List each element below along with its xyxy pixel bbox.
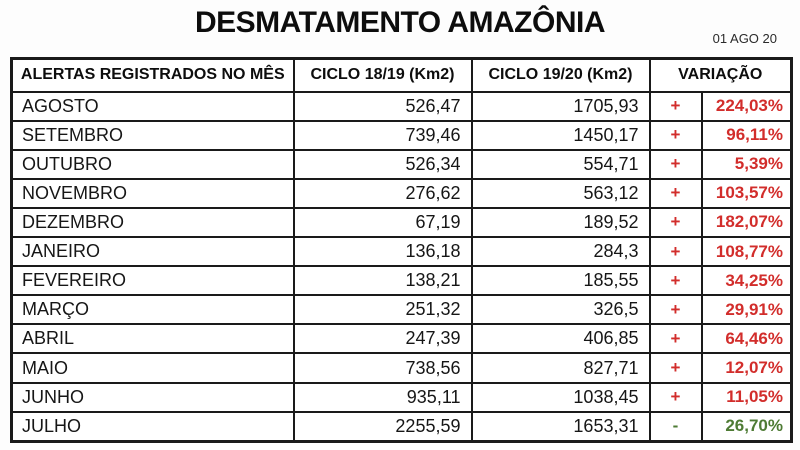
variation-percent-cell: 11,05% [700,381,793,413]
variation-sign-cell: + [648,265,703,297]
cycle-18-19-value-cell: 526,47 [292,90,473,122]
table-body: AGOSTO 526,47 1705,93 + 224,03% SETEMBRO… [10,90,793,443]
month-cell: SETEMBRO [10,119,295,151]
month-cell: AGOSTO [10,90,295,122]
table-row: JANEIRO 136,18 284,3 + 108,77% [10,236,793,268]
month-cell: MAIO [10,352,295,384]
date-label: 01 AGO 20 [712,31,777,46]
variation-sign-cell: + [648,206,703,239]
cycle-19-20-value-cell: 554,71 [470,148,651,180]
cycle-19-20-value-cell: 1653,31 [470,410,651,443]
page-title: DESMATAMENTO AMAZÔNIA [194,6,606,39]
header-cycle-18-19: CICLO 18/19 (Km2) [292,57,473,93]
variation-percent-cell: 34,25% [700,265,793,297]
table-row: JULHO 2255,59 1653,31 - 26,70% [10,410,793,443]
cycle-18-19-value-cell: 251,32 [292,294,473,326]
variation-percent-cell: 182,07% [700,206,793,239]
cycle-19-20-value-cell: 326,5 [470,294,651,326]
cycle-19-20-value-cell: 827,71 [470,352,651,384]
variation-percent-cell: 64,46% [700,323,793,355]
variation-sign-cell: + [648,236,703,268]
cycle-19-20-value-cell: 189,52 [470,206,651,239]
cycle-18-19-value-cell: 2255,59 [292,410,473,443]
variation-sign-cell: + [648,90,703,122]
cycle-18-19-value-cell: 136,18 [292,236,473,268]
variation-percent-cell: 5,39% [700,148,793,180]
cycle-19-20-value-cell: 1705,93 [470,90,651,122]
table-row: OUTUBRO 526,34 554,71 + 5,39% [10,148,793,180]
table-row: MARÇO 251,32 326,5 + 29,91% [10,294,793,326]
header-alerts-month: ALERTAS REGISTRADOS NO MÊS [10,57,295,93]
variation-sign-cell: + [648,148,703,180]
cycle-18-19-value-cell: 526,34 [292,148,473,180]
variation-sign-cell: + [648,323,703,355]
header-row: ALERTAS REGISTRADOS NO MÊS CICLO 18/19 (… [10,57,793,93]
cycle-19-20-value-cell: 185,55 [470,265,651,297]
table-row: JUNHO 935,11 1038,45 + 11,05% [10,381,793,413]
month-cell: OUTUBRO [10,148,295,180]
variation-percent-cell: 12,07% [700,352,793,384]
cycle-19-20-value-cell: 1038,45 [470,381,651,413]
cycle-19-20-value-cell: 284,3 [470,236,651,268]
deforestation-table: ALERTAS REGISTRADOS NO MÊS CICLO 18/19 (… [10,57,793,443]
table-row: FEVEREIRO 138,21 185,55 + 34,25% [10,265,793,297]
variation-sign-cell: + [648,177,703,209]
header-cycle-19-20: CICLO 19/20 (Km2) [470,57,651,93]
month-cell: ABRIL [10,323,295,355]
variation-percent-cell: 96,11% [700,119,793,151]
variation-percent-cell: 29,91% [700,294,793,326]
variation-percent-cell: 224,03% [700,90,793,122]
cycle-18-19-value-cell: 247,39 [292,323,473,355]
table-header: ALERTAS REGISTRADOS NO MÊS CICLO 18/19 (… [10,57,793,93]
cycle-18-19-value-cell: 738,56 [292,352,473,384]
variation-percent-cell: 108,77% [700,236,793,268]
cycle-18-19-value-cell: 276,62 [292,177,473,209]
month-cell: JULHO [10,410,295,443]
cycle-19-20-value-cell: 563,12 [470,177,651,209]
header-variation: VARIAÇÃO [648,57,793,93]
month-cell: MARÇO [10,294,295,326]
table-row: SETEMBRO 739,46 1450,17 + 96,11% [10,119,793,151]
month-cell: JUNHO [10,381,295,413]
cycle-18-19-value-cell: 739,46 [292,119,473,151]
cycle-18-19-value-cell: 67,19 [292,206,473,239]
cycle-19-20-value-cell: 406,85 [470,323,651,355]
month-cell: JANEIRO [10,236,295,268]
month-cell: DEZEMBRO [10,206,295,239]
cycle-18-19-value-cell: 138,21 [292,265,473,297]
variation-sign-cell: + [648,294,703,326]
variation-percent-cell: 103,57% [700,177,793,209]
variation-sign-cell: + [648,352,703,384]
month-cell: NOVEMBRO [10,177,295,209]
variation-percent-cell: 26,70% [700,410,793,443]
table-row: ABRIL 247,39 406,85 + 64,46% [10,323,793,355]
table-row: MAIO 738,56 827,71 + 12,07% [10,352,793,384]
variation-sign-cell: - [648,410,703,443]
table-row: AGOSTO 526,47 1705,93 + 224,03% [10,90,793,122]
table-row: DEZEMBRO 67,19 189,52 + 182,07% [10,206,793,239]
cycle-19-20-value-cell: 1450,17 [470,119,651,151]
month-cell: FEVEREIRO [10,265,295,297]
variation-sign-cell: + [648,381,703,413]
cycle-18-19-value-cell: 935,11 [292,381,473,413]
variation-sign-cell: + [648,119,703,151]
table-row: NOVEMBRO 276,62 563,12 + 103,57% [10,177,793,209]
